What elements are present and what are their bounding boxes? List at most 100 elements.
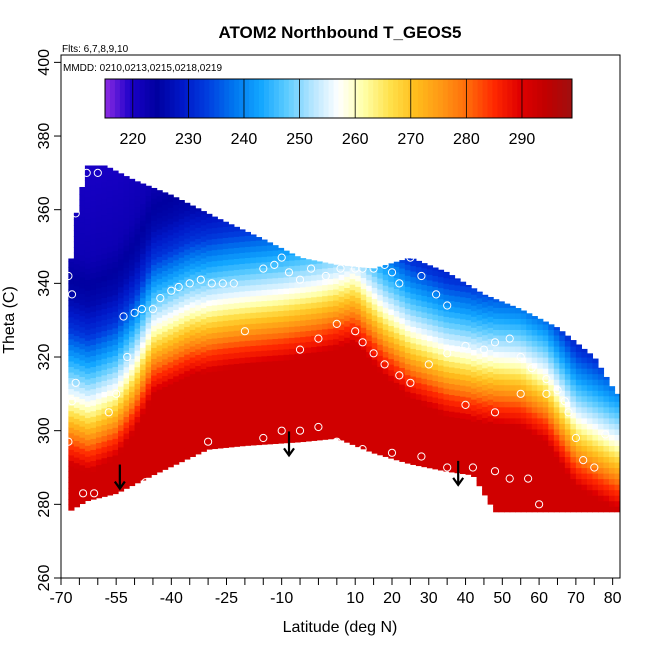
heatmap-cell: [327, 400, 334, 407]
heatmap-cell: [134, 339, 141, 346]
heatmap-cell: [156, 239, 163, 246]
heatmap-cell: [404, 308, 411, 315]
heatmap-cell: [333, 366, 340, 373]
heatmap-cell: [217, 392, 224, 399]
heatmap-cell: [200, 357, 207, 364]
heatmap-cell: [178, 240, 185, 247]
heatmap-cell: [471, 421, 478, 428]
heatmap-cell: [145, 322, 152, 329]
heatmap-cell: [548, 412, 555, 419]
heatmap-cell: [448, 295, 456, 302]
heatmap-cell: [349, 267, 356, 274]
flight-point: [295, 275, 305, 284]
heatmap-cell: [410, 359, 417, 366]
heatmap-cell: [432, 363, 439, 370]
heatmap-cell: [382, 351, 389, 358]
heatmap-cell: [476, 435, 483, 443]
heatmap-cell: [382, 279, 389, 286]
heatmap-cell: [460, 429, 467, 436]
heatmap-cell: [586, 484, 594, 491]
heatmap-cell: [377, 355, 384, 362]
heatmap-cell: [145, 405, 152, 412]
heatmap-cell: [228, 292, 235, 299]
heatmap-cell: [520, 401, 527, 408]
heatmap-cell: [195, 448, 202, 455]
heatmap-cell: [151, 319, 158, 326]
heatmap-cell: [432, 325, 439, 332]
heatmap-cell: [410, 398, 417, 405]
heatmap-cell: [277, 249, 285, 256]
heatmap-cell: [129, 270, 136, 277]
heatmap-cell: [476, 441, 483, 448]
heatmap-cell: [250, 234, 257, 236]
flight-point: [229, 279, 238, 288]
heatmap-cell: [581, 439, 588, 446]
heatmap-cell: [178, 400, 185, 407]
heatmap-cell: [344, 281, 351, 288]
heatmap-cell: [355, 313, 362, 321]
heatmap-cell: [250, 251, 257, 258]
heatmap-cell: [426, 307, 434, 314]
heatmap-cell: [90, 421, 97, 428]
heatmap-cell: [129, 435, 136, 442]
heatmap-cell: [73, 324, 80, 331]
heatmap-cell: [151, 352, 158, 360]
heatmap-cell: [311, 401, 318, 408]
heatmap-cell: [261, 306, 268, 313]
heatmap-cell: [597, 489, 605, 496]
heatmap-cell: [327, 339, 334, 346]
heatmap-cell: [140, 457, 147, 464]
heatmap-cell: [90, 206, 97, 213]
heatmap-cell: [151, 236, 158, 243]
heatmap-cell: [79, 459, 86, 466]
heatmap-cell: [382, 345, 389, 352]
heatmap-cell: [266, 360, 274, 367]
heatmap-cell: [322, 411, 329, 418]
heatmap-cell: [294, 375, 301, 382]
heatmap-cell: [515, 456, 522, 463]
heatmap-cell: [233, 269, 240, 276]
y-tick-label: 340: [36, 270, 53, 297]
flight-point: [417, 271, 426, 281]
heatmap-cell: [261, 405, 268, 412]
heatmap-cell: [106, 389, 114, 397]
heatmap-cell: [95, 309, 103, 316]
heatmap-cell: [366, 373, 373, 380]
heatmap-cell: [537, 417, 544, 424]
heatmap-cell: [322, 323, 329, 330]
heatmap-cell: [79, 437, 86, 444]
heatmap-cell: [410, 414, 417, 421]
heatmap-cell: [112, 371, 119, 379]
heatmap-cell: [95, 475, 103, 482]
heatmap-cell: [151, 441, 158, 448]
heatmap-cell: [515, 467, 522, 474]
heatmap-cell: [118, 380, 125, 387]
heatmap-cell: [73, 224, 80, 232]
heatmap-cell: [526, 406, 533, 413]
heatmap-cell: [73, 318, 80, 326]
heatmap-cell: [570, 373, 577, 380]
heatmap-cell: [377, 404, 384, 412]
heatmap-cell: [244, 384, 251, 391]
heatmap-cell: [195, 370, 202, 378]
heatmap-cell: [553, 467, 560, 474]
heatmap-cell: [195, 404, 202, 411]
heatmap-cell: [553, 390, 560, 397]
heatmap-cell: [211, 360, 218, 367]
heatmap-cell: [228, 224, 235, 227]
heatmap-cell: [200, 384, 207, 392]
colorbar-swatch: [288, 79, 295, 118]
heatmap-cell: [460, 396, 467, 403]
heatmap-cell: [393, 426, 400, 433]
heatmap-cell: [289, 353, 296, 360]
heatmap-cell: [454, 378, 461, 385]
heatmap-cell: [608, 506, 616, 513]
heatmap-cell: [145, 234, 152, 241]
heatmap-cell: [90, 289, 97, 296]
heatmap-cell: [140, 441, 147, 448]
x-tick-label: -10: [270, 590, 293, 607]
heatmap-cell: [84, 423, 92, 430]
heatmap-cell: [261, 355, 268, 362]
heatmap-cell: [90, 261, 97, 268]
heatmap-cell: [162, 314, 169, 321]
